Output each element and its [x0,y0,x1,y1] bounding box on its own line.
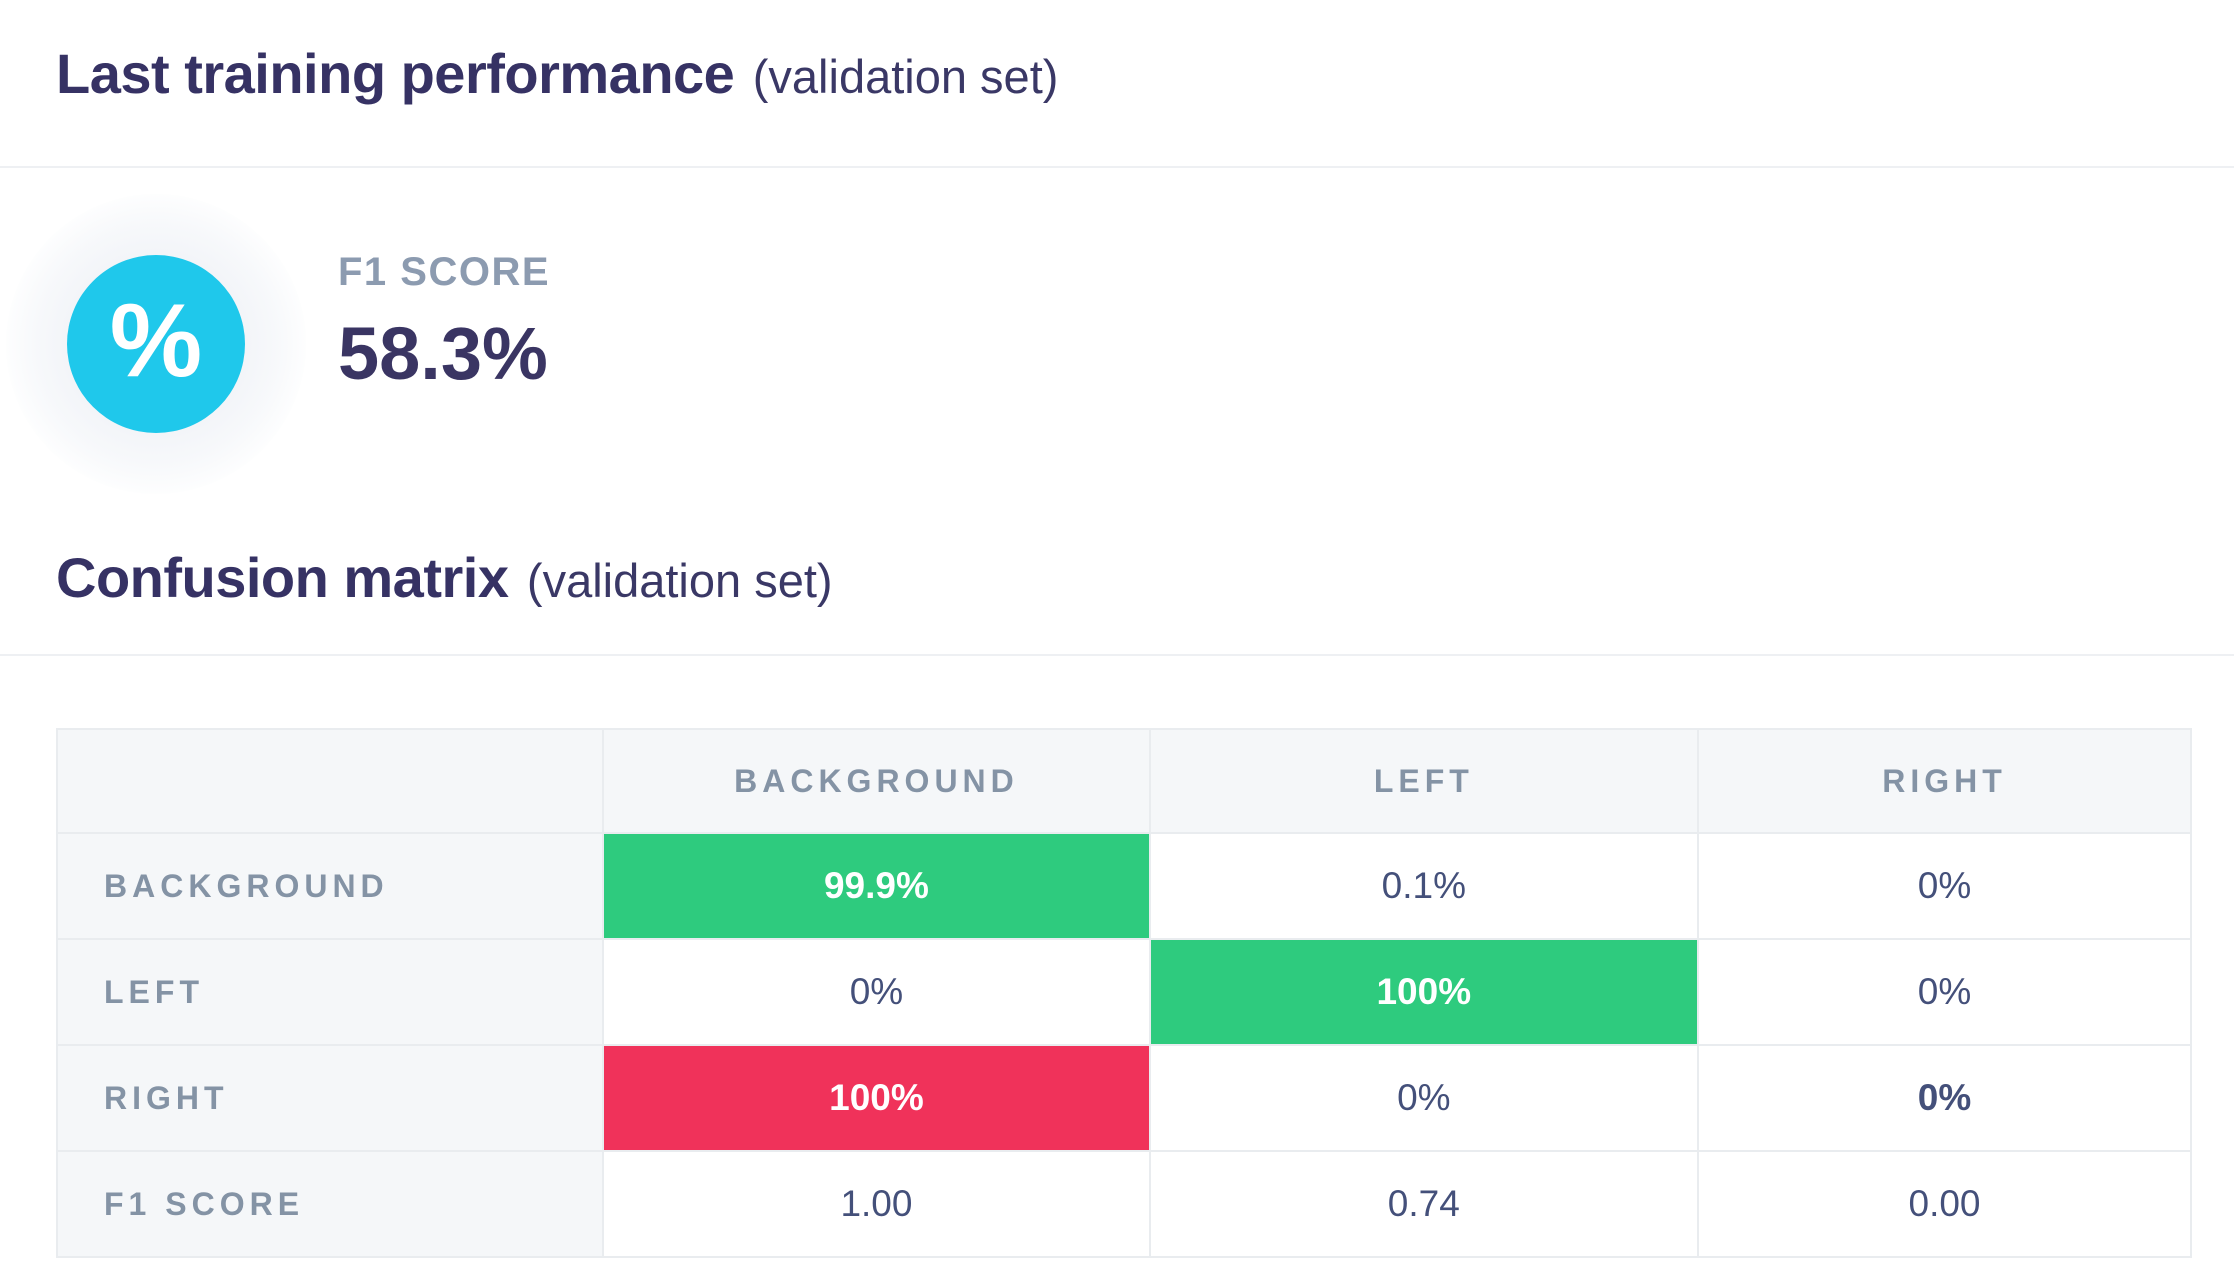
matrix-cell: 100% [602,1044,1151,1152]
table-row: F1 SCORE 1.00 0.74 0.00 [55,1150,2192,1258]
confusion-title: Confusion matrix [56,546,509,609]
metric-value: 58.3% [338,312,548,395]
matrix-col-header-right: RIGHT [1697,728,2192,834]
matrix-cell: 0% [1697,1044,2192,1152]
performance-section-header: Last training performance (validation se… [0,0,2234,168]
matrix-cell: 1.00 [602,1150,1151,1258]
percent-icon: % [67,255,245,433]
matrix-cell: 0.1% [1148,832,1700,940]
confusion-subtitle: (validation set) [526,554,833,607]
matrix-row-label: RIGHT [55,1044,605,1152]
matrix-cell: 0% [1148,1044,1700,1152]
table-row: LEFT 0% 100% 0% [55,938,2192,1046]
matrix-cell: 0% [602,938,1151,1046]
performance-title: Last training performance [56,42,735,105]
confusion-matrix-container: BACKGROUND LEFT RIGHT BACKGROUND 99.9% 0… [55,728,2192,1258]
confusion-section-header: Confusion matrix (validation set) [0,498,2234,656]
matrix-cell: 0.00 [1697,1150,2192,1258]
f1-score-metric: % F1 SCORE 58.3% [0,168,2234,498]
matrix-cell: 0.74 [1148,1150,1700,1258]
matrix-header-row: BACKGROUND LEFT RIGHT [55,728,2192,834]
matrix-cell: 100% [1148,938,1700,1046]
matrix-cell: 0% [1697,832,2192,940]
matrix-col-header-left: LEFT [1148,728,1700,834]
matrix-col-header-background: BACKGROUND [602,728,1151,834]
confusion-matrix-table: BACKGROUND LEFT RIGHT BACKGROUND 99.9% 0… [55,728,2192,1258]
metric-icon-halo: % [6,194,306,494]
matrix-row-label: BACKGROUND [55,832,605,940]
matrix-cell: 99.9% [602,832,1151,940]
metric-label: F1 SCORE [338,250,551,294]
matrix-cell: 0% [1697,938,2192,1046]
table-row: RIGHT 100% 0% 0% [55,1044,2192,1152]
matrix-row-label: F1 SCORE [55,1150,605,1258]
metric-text-block: F1 SCORE 58.3% [338,194,550,396]
table-row: BACKGROUND 99.9% 0.1% 0% [55,832,2192,940]
matrix-corner-cell [55,728,605,834]
matrix-row-label: LEFT [55,938,605,1046]
performance-subtitle: (validation set) [752,50,1059,103]
